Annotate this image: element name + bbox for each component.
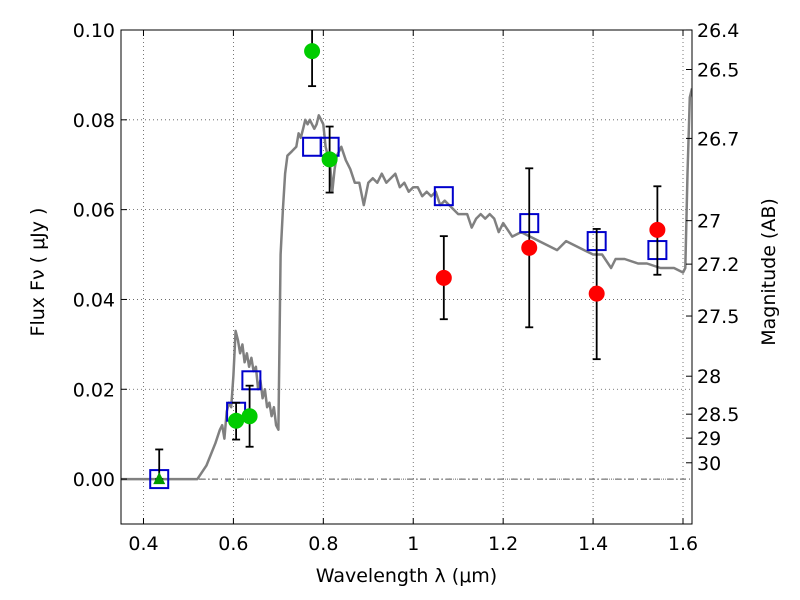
observed-point [321, 151, 338, 168]
y-tick-label: 0.10 [73, 20, 115, 42]
model-photometry-square [241, 370, 262, 391]
mag-tick-label: 27.5 [697, 306, 739, 328]
y-tick-label: 0.08 [73, 110, 115, 132]
axis-ticks [121, 29, 692, 524]
upper-limit-triangle [153, 472, 166, 485]
y-axis-title: Flux Fν ( μJy ) [27, 208, 49, 337]
x-tick-label: 0.4 [128, 533, 158, 555]
mag-tick-label: 30 [697, 453, 721, 475]
axes-frame [120, 29, 693, 525]
observed-point [649, 221, 666, 238]
x-tick-label: 1.2 [488, 533, 518, 555]
x-tick-label: 0.6 [218, 533, 248, 555]
mag-tick-label: 27 [697, 211, 721, 233]
observed-point [228, 412, 245, 429]
model-photometry-square [433, 186, 454, 207]
observed-point [435, 269, 452, 286]
y-tick-label: 0.04 [73, 289, 115, 311]
mag-tick-label: 26.7 [697, 128, 739, 150]
model-spectrum-line [121, 88, 692, 481]
x-axis-title: Wavelength λ (μm) [316, 565, 497, 587]
x-tick-label: 0.8 [308, 533, 338, 555]
mag-tick-label: 28 [697, 366, 721, 388]
observed-point [588, 285, 605, 302]
mag-tick-label: 27.2 [697, 254, 739, 276]
y2-axis-title: Magnitude (AB) [758, 198, 780, 346]
plot-area [121, 30, 692, 490]
x-tick-label: 1 [407, 533, 419, 555]
y-tick-label: 0.06 [73, 200, 115, 222]
y-tick-label: 0.02 [73, 379, 115, 401]
y-tick-label: 0.00 [73, 469, 115, 491]
observed-point [521, 239, 538, 256]
x-tick-label: 1.6 [668, 533, 698, 555]
mag-tick-label: 26.4 [697, 20, 739, 42]
mag-tick-label: 28.5 [697, 404, 739, 426]
mag-tick-label: 26.5 [697, 59, 739, 81]
tick-labels: 0.4 0.6 0.8 1 1.2 1.4 1.6 0.00 0.02 0.04 0.06 0.08 0… [73, 20, 740, 555]
mag-tick-label: 29 [697, 428, 721, 450]
observed-point [304, 43, 321, 60]
x-tick-label: 1.4 [578, 533, 608, 555]
observed-point [241, 408, 258, 425]
